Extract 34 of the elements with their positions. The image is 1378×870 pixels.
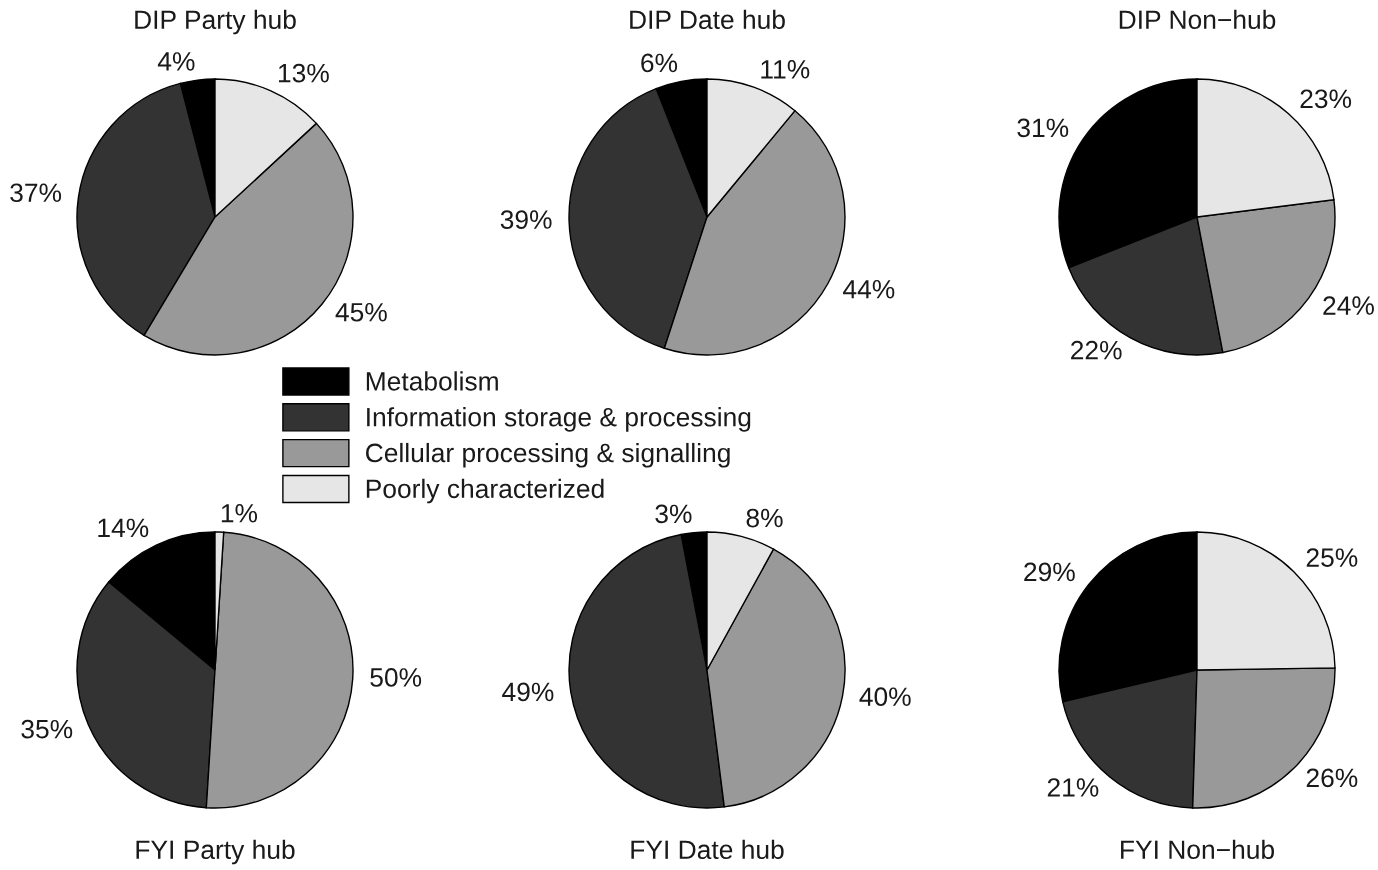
chart-title: DIP Party hub [135,9,296,35]
data-label: 44% [843,279,895,299]
data-label: 14% [98,518,149,538]
data-label: 40% [859,687,911,707]
text: FYI Date hub [631,839,784,860]
chart-title: DIP Date hub [630,9,785,30]
data-label: 37% [10,183,62,203]
data-label: 1% [221,504,258,523]
data-label: 3% [655,504,692,524]
data-label: 31% [1017,118,1069,138]
data-label: 21% [1047,778,1099,797]
data-label: 49% [502,682,554,702]
legend-label: Cellular processing & signalling [366,442,730,468]
data-label: 26% [1306,768,1358,788]
data-label: 8% [746,508,783,528]
data-label: 11% [761,60,810,79]
data-label: 50% [370,668,422,687]
data-label: 4% [157,52,195,71]
data-label: 24% [1323,296,1374,315]
chart-title: DIP Non−hub [1119,9,1276,30]
data-label: 45% [335,302,387,322]
data-label: 25% [1306,548,1358,567]
data-label: 29% [1024,562,1075,582]
legend-label: Poorly characterized [366,478,604,504]
data-label: 13% [278,63,329,83]
text: FYI Party hub [136,839,295,865]
data-label: 22% [1071,340,1122,360]
data-label: 39% [500,210,552,229]
text: FYI Non−hub [1121,839,1275,860]
legend-label: Metabolism [366,371,498,391]
data-label: 35% [21,719,73,739]
data-label: 6% [641,53,678,73]
data-label: 23% [1300,89,1352,109]
legend-label: Information storage & processing [367,407,751,432]
